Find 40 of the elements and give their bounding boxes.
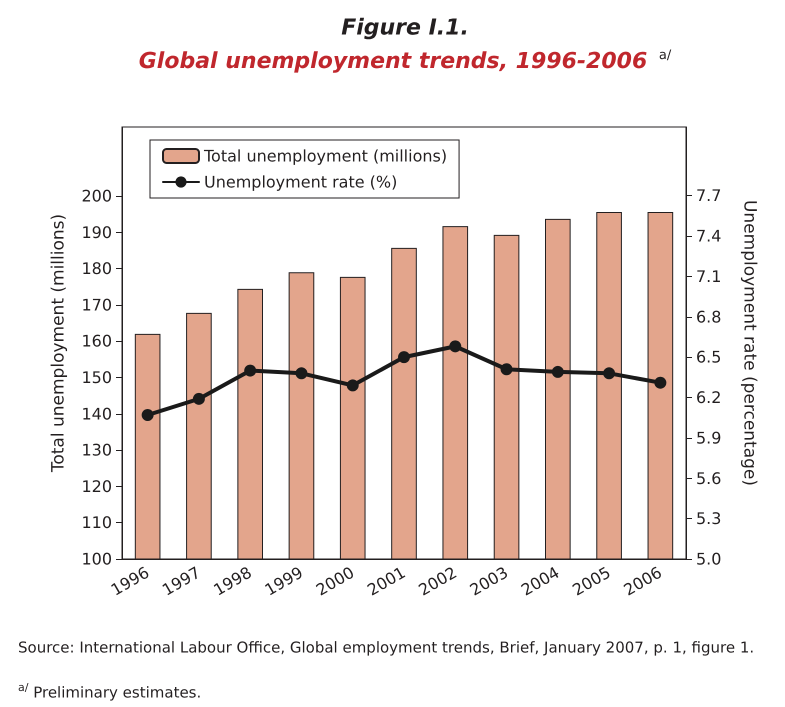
point bbox=[244, 364, 256, 377]
y2-tick-label: 7.4 bbox=[696, 226, 722, 246]
y-axis-title: Total unemployment (millions) bbox=[48, 214, 68, 474]
y2-tick-label: 5.9 bbox=[696, 428, 722, 448]
chart-subtitle: Global unemployment trends, 1996-2006 a/ bbox=[138, 48, 672, 74]
y-tick-label: 180 bbox=[81, 259, 112, 278]
y-tick-label: 150 bbox=[81, 368, 112, 387]
y2-tick-label: 7.1 bbox=[696, 266, 722, 286]
point bbox=[654, 376, 666, 389]
y-tick-label: 130 bbox=[81, 440, 112, 460]
y2-tick-label: 6.2 bbox=[696, 388, 722, 408]
point bbox=[500, 363, 513, 376]
y-tick-label: 200 bbox=[81, 186, 112, 206]
y-tick-label: 160 bbox=[81, 332, 112, 351]
legend-label: Unemployment rate (%) bbox=[204, 172, 398, 192]
y2-tick-label: 6.5 bbox=[696, 348, 722, 367]
y2-tick-label: 5.3 bbox=[696, 509, 722, 528]
y2-tick-label: 5.6 bbox=[696, 468, 722, 488]
point bbox=[346, 379, 359, 392]
point bbox=[142, 409, 154, 421]
source-note: Source: International Labour Office, Global employment trends, Brief, January 2007, p. 1, figure 1. bbox=[18, 638, 754, 656]
point bbox=[603, 367, 616, 380]
point bbox=[449, 340, 462, 352]
point bbox=[192, 392, 205, 405]
legend-label: Total unemployment (millions) bbox=[203, 146, 448, 166]
y2-tick-label: 6.8 bbox=[696, 307, 722, 326]
point bbox=[552, 366, 564, 378]
y-tick-label: 170 bbox=[81, 295, 112, 314]
y2-tick-label: 5.0 bbox=[696, 550, 722, 568]
y-tick-label: 120 bbox=[81, 476, 112, 496]
text: a/ Preliminary estimates. bbox=[18, 681, 202, 702]
y-tick-label: 110 bbox=[81, 513, 112, 532]
y-tick-label: 140 bbox=[81, 404, 112, 424]
y2-tick-label: 7.7 bbox=[696, 186, 722, 206]
y-tick-label: 100 bbox=[81, 550, 112, 568]
y-tick-label: 190 bbox=[81, 222, 112, 242]
y2-axis-title: Unemployment rate (percentage) bbox=[740, 200, 760, 486]
chart-title: Figure I.1. bbox=[341, 16, 469, 40]
point bbox=[295, 367, 308, 380]
point bbox=[398, 351, 410, 364]
